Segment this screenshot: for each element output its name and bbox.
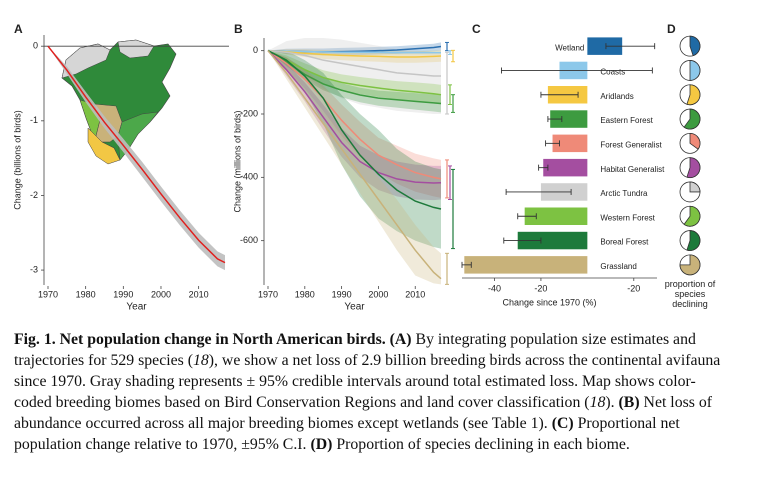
category-label: Boreal Forest xyxy=(600,238,649,247)
pie-slice xyxy=(683,108,701,130)
y-tick-label: -600 xyxy=(240,235,258,245)
pie-slice xyxy=(686,84,701,106)
caption-run: Fig. 1. Net population change in North A… xyxy=(14,331,386,348)
caption-run: Proportional net population change relat… xyxy=(14,415,684,453)
category-label: Eastern Forest xyxy=(600,116,653,125)
x-tick-label: 2010 xyxy=(405,289,425,299)
category-label: Western Forest xyxy=(600,213,655,222)
series-line xyxy=(47,45,226,264)
bar xyxy=(464,256,588,274)
series-line xyxy=(267,50,442,184)
series-line xyxy=(267,49,441,77)
series-line xyxy=(267,50,442,96)
x-tick-label: 1980 xyxy=(295,289,315,299)
caption-run: (D) xyxy=(310,436,333,453)
y-tick-label: -400 xyxy=(240,172,258,182)
y-tick-label: 0 xyxy=(253,45,258,55)
x-tick-label: 2000 xyxy=(151,289,171,299)
y-tick-label: 0 xyxy=(33,41,38,51)
category-label: Wetland xyxy=(555,43,584,52)
pie-slice xyxy=(689,35,701,57)
panel-label: A xyxy=(14,22,23,36)
x-tick-label: 1970 xyxy=(258,289,278,299)
x-tick-label: 1980 xyxy=(76,289,96,299)
category-label: Habitat Generalist xyxy=(600,165,665,174)
caption-run: (A) xyxy=(389,331,412,348)
x-axis-label: Change since 1970 (%) xyxy=(502,297,596,307)
y-tick-label: -2 xyxy=(30,190,38,200)
y-tick-label: -1 xyxy=(30,115,38,125)
map-arid xyxy=(87,127,121,165)
figure: A Change (billions of birds) Year 0 -1 -2 -3 19… xyxy=(12,22,701,313)
bar xyxy=(543,158,588,177)
series-line xyxy=(267,49,442,58)
caption-run: Net loss of abundance occurred across al… xyxy=(14,394,716,432)
bar xyxy=(550,110,588,128)
caption-run: By integrating population size estimates… xyxy=(14,331,700,369)
ci-band xyxy=(268,50,441,201)
category-label: Coasts xyxy=(600,68,625,77)
d-label: proportion of species declining xyxy=(664,279,716,309)
pie-slice xyxy=(679,254,701,276)
series-line xyxy=(267,50,442,210)
caption: Fig. 1. Net population change in North A… xyxy=(14,329,722,455)
x-axis-label: Year xyxy=(126,302,147,313)
caption-run: ), we show a net loss of 2.9 billion bre… xyxy=(14,352,725,411)
x-tick-label: 1970 xyxy=(38,289,58,299)
x-tick-label: -40 xyxy=(488,283,501,293)
caption-run: ). xyxy=(605,394,619,411)
caption-run: 18 xyxy=(589,394,606,411)
caption-run: (C) xyxy=(551,415,574,432)
bar xyxy=(552,134,588,153)
x-tick-label: 2000 xyxy=(368,289,388,299)
pie-slice xyxy=(689,132,701,150)
panel-label: D xyxy=(667,22,676,36)
panel-label: C xyxy=(472,22,481,36)
category-label: Forest Generalist xyxy=(600,140,662,149)
caption-run: Proportion of species declining in each … xyxy=(332,436,630,453)
map-tundra-east xyxy=(117,39,155,59)
map-tundra xyxy=(61,43,111,79)
caption-run: (B) xyxy=(618,394,640,411)
category-label: Aridlands xyxy=(600,92,633,101)
x-axis-label: Year xyxy=(344,302,365,313)
pie-slice xyxy=(686,230,701,251)
bar xyxy=(587,37,623,55)
x-tick-label: -20 xyxy=(534,283,547,293)
ci-band xyxy=(48,46,225,271)
panel-label: B xyxy=(234,22,243,36)
bar xyxy=(524,207,588,225)
biome-map xyxy=(61,39,177,165)
pie-slice xyxy=(689,60,701,81)
y-tick-label: -3 xyxy=(30,264,38,274)
x-tick-label: 1990 xyxy=(332,289,352,299)
y-tick-label: -200 xyxy=(240,108,258,118)
caption-run: 18 xyxy=(192,352,209,369)
pie-slice xyxy=(686,157,701,179)
series-line xyxy=(267,50,442,180)
y-axis-label: Change (billions of birds) xyxy=(12,110,22,210)
bar xyxy=(517,231,588,250)
ci-band xyxy=(268,50,441,113)
pie-slice xyxy=(683,205,701,227)
ci-band xyxy=(268,50,441,198)
series-line xyxy=(267,50,442,280)
x-tick-label: 1990 xyxy=(113,289,133,299)
y-axis-label: Change (millions of birds) xyxy=(232,110,242,212)
x-tick-label: -20 xyxy=(627,283,640,293)
x-tick-label: 2010 xyxy=(189,289,209,299)
category-label: Grassland xyxy=(600,262,636,271)
series-line xyxy=(267,49,441,54)
category-label: Arctic Tundra xyxy=(600,189,648,198)
pie-slice xyxy=(689,181,701,193)
